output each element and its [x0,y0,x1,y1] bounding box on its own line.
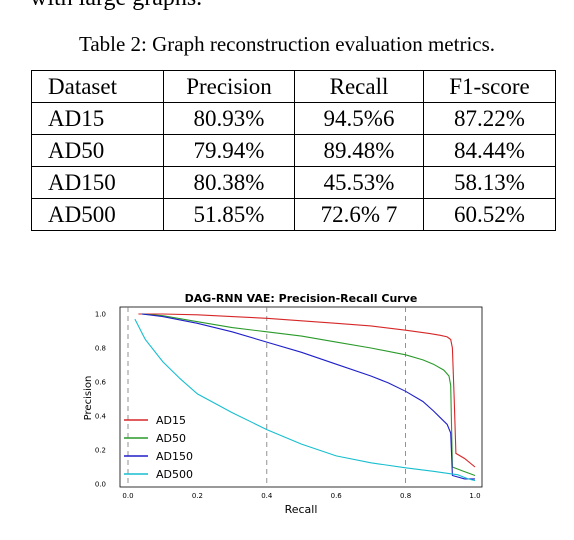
header-recall: Recall [294,70,424,103]
cell-recall: 72.6% 7 [294,198,424,231]
cell-recall: 45.53% [294,166,424,199]
cell-dataset: AD150 [31,166,164,199]
table-row: AD500 51.85% 72.6% 7 60.52% [31,198,556,231]
cell-f1-score: 87.22% [423,102,556,135]
table-header-row: Dataset Precision Recall F1-score [31,70,556,103]
legend-label-ad15: AD15 [156,414,186,427]
cell-precision: 51.85% [163,198,295,231]
x-tick-label: 0.4 [261,492,273,500]
x-tick-label: 0.2 [192,492,203,500]
cell-dataset: AD50 [31,134,164,167]
cell-recall: 89.48% [294,134,424,167]
x-axis-label: Recall [285,503,318,516]
y-tick-label: 0.2 [95,447,106,455]
cell-precision: 79.94% [163,134,295,167]
header-precision: Precision [163,70,295,103]
cell-recall: 94.5%6 [294,102,424,135]
cell-f1-score: 84.44% [423,134,556,167]
table-row: AD150 80.38% 45.53% 58.13% [31,166,556,199]
precision-recall-chart: DAG-RNN VAE: Precision-Recall Curve 0.0 0… [83,292,483,516]
cell-f1-score: 58.13% [423,166,556,199]
x-tick-label: 0.8 [400,492,411,500]
x-tick-label: 0.0 [122,492,133,500]
x-tick-label: 0.6 [331,492,343,500]
series-line-ad500 [134,318,476,482]
table-row: AD50 79.94% 89.48% 84.44% [31,134,556,167]
plot-area [119,306,483,488]
cell-precision: 80.93% [163,102,295,135]
x-tick-label: 1.0 [469,492,480,500]
cell-dataset: AD15 [31,102,164,135]
legend-label-ad50: AD50 [156,432,186,445]
table-caption: Table 2: Graph reconstruction evaluation… [78,32,496,56]
y-tick-label: 0.4 [95,413,107,421]
cell-precision: 80.38% [163,166,295,199]
legend-label-ad150: AD150 [156,450,193,463]
metrics-table: Dataset Precision Recall F1-score AD15 8… [31,70,556,231]
y-tick-label: 1.0 [95,311,106,319]
header-dataset: Dataset [31,70,164,103]
series-line-ad50 [141,313,476,477]
y-tick-label: 0.0 [95,481,106,489]
cell-dataset: AD500 [31,198,164,231]
chart-title: DAG-RNN VAE: Precision-Recall Curve [185,292,418,305]
table-row: AD15 80.93% 94.5%6 87.22% [31,102,556,135]
y-tick-label: 0.8 [95,345,106,353]
chart-legend: AD15 AD50 AD150 AD500 [124,414,193,481]
legend-label-ad500: AD500 [156,468,193,481]
y-tick-label: 0.6 [95,379,107,387]
previous-text-fragment: with large graphs. [30,0,202,10]
y-axis-label: Precision [83,376,94,421]
cell-f1-score: 60.52% [423,198,556,231]
series-line-ad150 [141,313,475,480]
series-line-ad15 [138,313,476,468]
header-f1-score: F1-score [423,70,556,103]
